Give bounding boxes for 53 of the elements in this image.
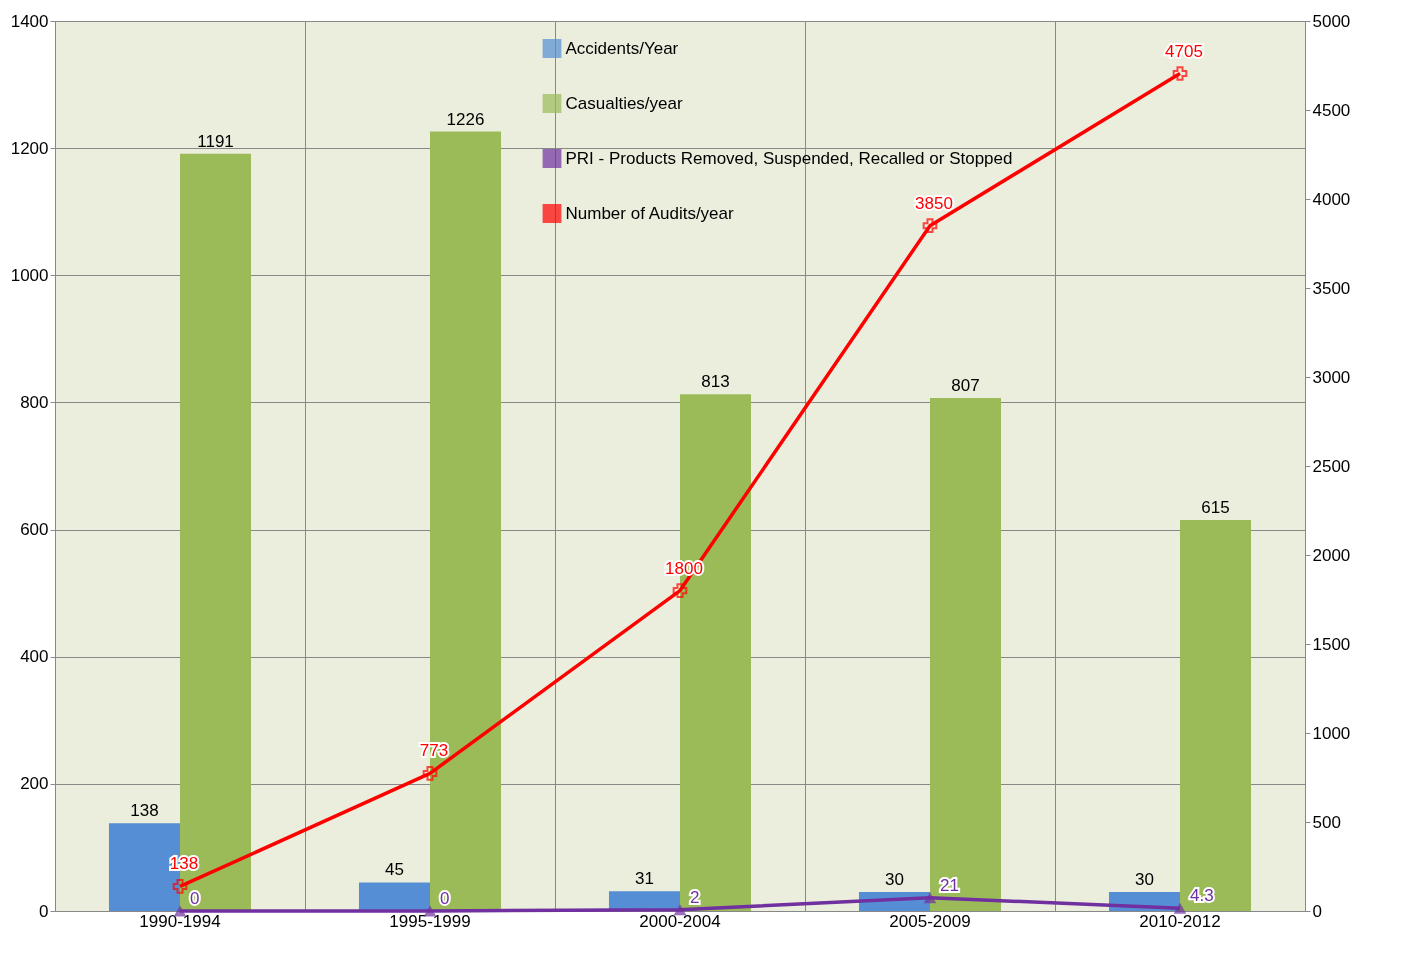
data-label: 0 — [190, 889, 200, 908]
y-tick-label: 200 — [20, 774, 49, 794]
data-label: 31 — [635, 869, 654, 889]
legend-label: Casualties/year — [565, 93, 683, 113]
data-label: 0 — [440, 889, 450, 908]
y-tick-label: 1000 — [10, 265, 49, 285]
data-label: 1226 — [446, 109, 485, 129]
y-tick-label: 0 — [39, 901, 49, 921]
data-label: 615 — [1201, 498, 1230, 518]
y2-tick-label: 1000 — [1312, 723, 1351, 743]
y-tick-label: 1400 — [10, 11, 49, 31]
point — [172, 879, 188, 894]
y2-tick-label: 5000 — [1312, 11, 1351, 31]
data-label: 30 — [1135, 869, 1154, 889]
point — [922, 218, 938, 234]
y-tick-label: 600 — [20, 520, 49, 540]
y2-tick-label: 2000 — [1312, 545, 1351, 565]
data-label: 30 — [885, 869, 904, 889]
x-tick-label: 2005-2009 — [889, 911, 971, 931]
y2-tick-label: 4000 — [1312, 189, 1351, 209]
y2-tick-label: 3500 — [1312, 278, 1351, 298]
data-label: 813 — [701, 372, 730, 392]
data-label: 3850 — [915, 193, 953, 213]
y2-tick-label: 3000 — [1312, 367, 1351, 387]
point — [672, 583, 688, 598]
point — [1172, 66, 1188, 81]
y-tick-label: 1200 — [10, 138, 49, 158]
bar — [358, 882, 430, 911]
x-tick-label: 2000-2004 — [639, 911, 721, 931]
y2-tick-label: 2500 — [1312, 456, 1351, 476]
data-label: 4.3 — [1190, 886, 1214, 906]
x-tick-label: 1995-1999 — [389, 911, 471, 931]
y2-tick-label: 4500 — [1312, 100, 1351, 120]
legend-label: Accidents/Year — [565, 38, 679, 58]
legend-label: Number of Audits/year — [565, 203, 735, 223]
data-label: 1191 — [197, 131, 234, 151]
data-label: 4705 — [1165, 41, 1203, 61]
data-label: 21 — [940, 875, 959, 895]
bar — [930, 397, 1002, 911]
data-label: 138 — [130, 801, 159, 821]
x-tick-label: 1990-1994 — [139, 911, 221, 931]
y2-tick-label: 0 — [1312, 901, 1322, 921]
point — [422, 766, 438, 781]
legend-label: PRI - Products Removed, Suspended, Recalled or Stopped — [565, 148, 1013, 168]
data-label: 807 — [951, 375, 980, 395]
data-label: 45 — [385, 860, 404, 880]
y-tick-label: 400 — [20, 647, 49, 667]
data-label: 2 — [690, 887, 700, 907]
x-tick-label: 2010-2012 — [1139, 911, 1221, 931]
y2-tick-label: 1500 — [1312, 634, 1351, 654]
bar — [1180, 520, 1252, 911]
y-tick-label: 800 — [20, 392, 49, 412]
y2-tick-label: 500 — [1312, 812, 1341, 832]
